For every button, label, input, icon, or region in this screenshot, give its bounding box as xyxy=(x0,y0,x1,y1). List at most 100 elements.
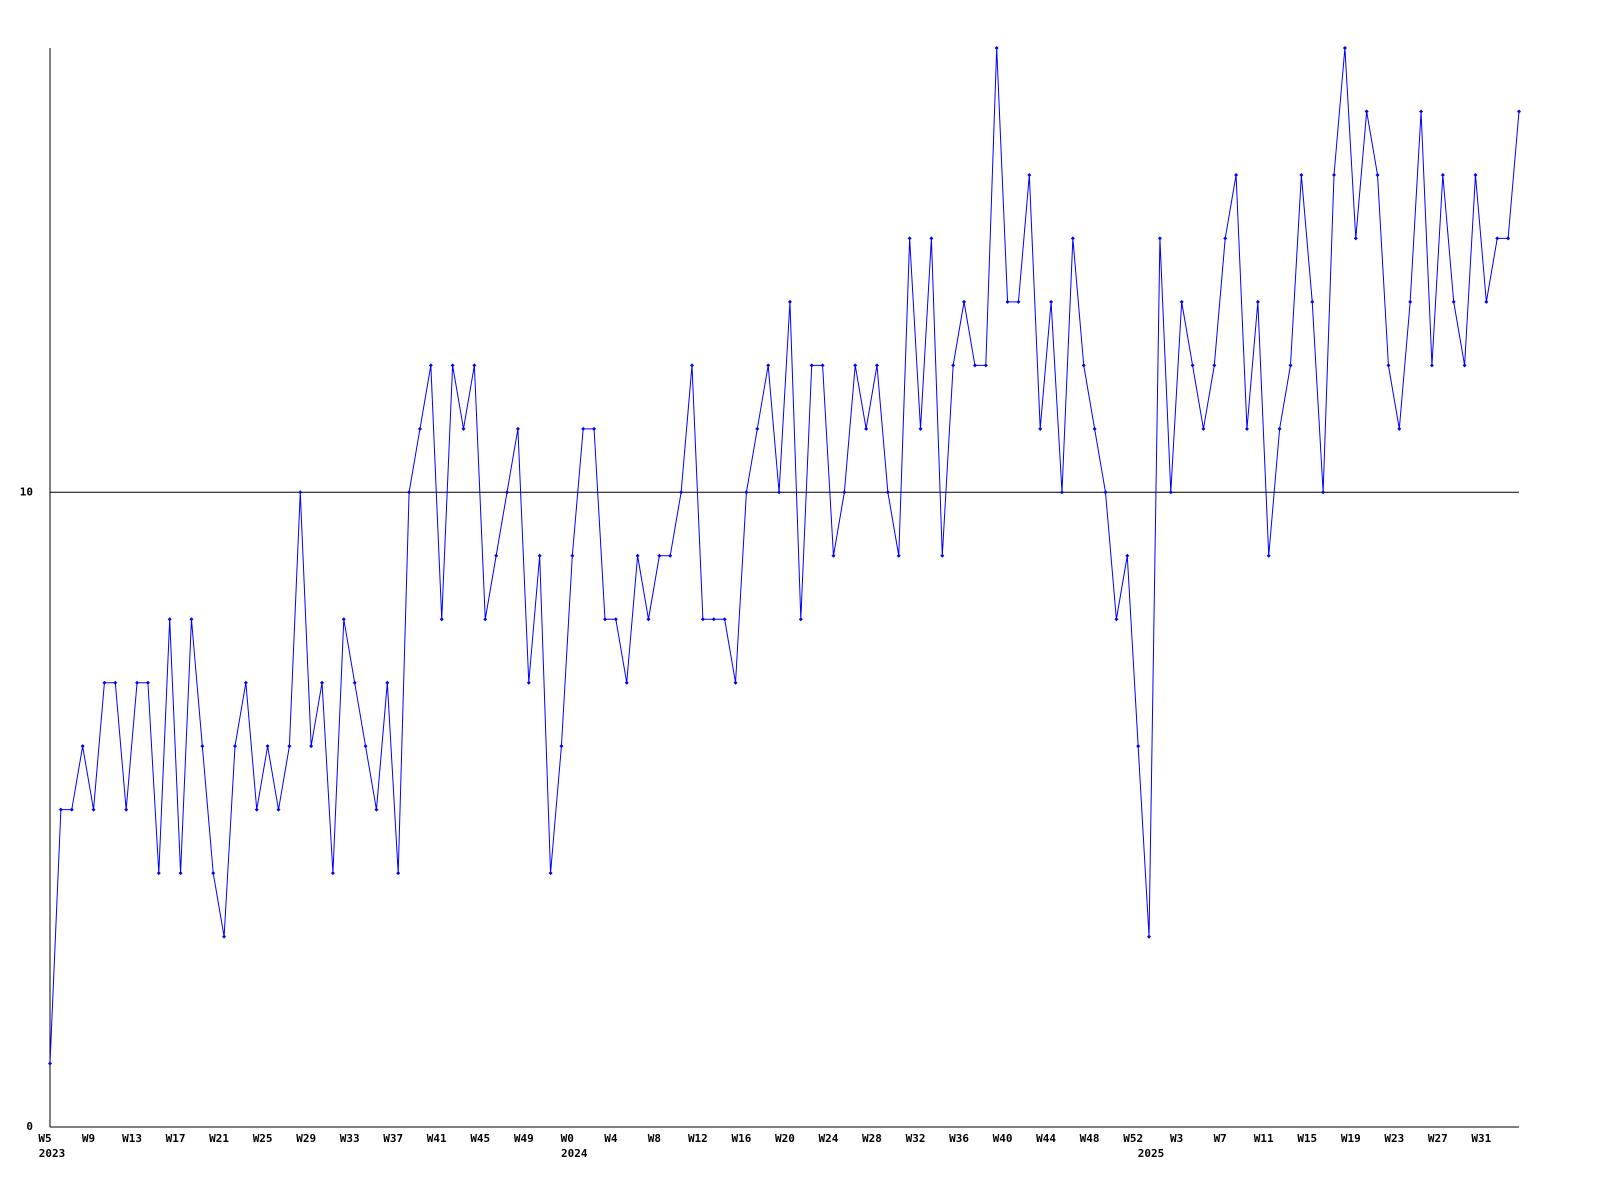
x-tick-label: W20 xyxy=(775,1132,795,1145)
x-tick-label: W4 xyxy=(604,1132,618,1145)
data-point xyxy=(1092,426,1097,431)
data-point xyxy=(994,46,999,50)
data-point xyxy=(1157,236,1162,241)
data-point xyxy=(1266,553,1271,558)
data-point xyxy=(711,617,716,622)
x-tick-label: W33 xyxy=(340,1132,360,1145)
x-year-label: 2023 xyxy=(39,1147,66,1160)
data-point xyxy=(983,363,988,368)
data-point xyxy=(679,490,684,495)
data-point xyxy=(690,363,695,368)
x-tick-label: W49 xyxy=(514,1132,534,1145)
data-point xyxy=(363,744,368,749)
data-point xyxy=(777,490,782,495)
data-point xyxy=(1419,109,1424,114)
data-point xyxy=(853,363,858,368)
data-point xyxy=(461,426,466,431)
data-point xyxy=(896,553,901,558)
data-point xyxy=(124,807,129,812)
x-tick-label: W28 xyxy=(862,1132,882,1145)
x-year-label: 2024 xyxy=(561,1147,588,1160)
data-point xyxy=(167,617,172,622)
data-point xyxy=(918,426,923,431)
x-tick-label: W7 xyxy=(1214,1132,1227,1145)
data-point xyxy=(766,363,771,368)
data-point xyxy=(113,680,118,685)
data-point xyxy=(809,363,814,368)
data-point xyxy=(1517,109,1521,114)
data-point xyxy=(1081,363,1086,368)
data-point xyxy=(1005,299,1010,304)
x-tick-label: W41 xyxy=(427,1132,447,1145)
data-point xyxy=(1016,299,1021,304)
x-tick-label: W12 xyxy=(688,1132,708,1145)
x-tick-label: W9 xyxy=(82,1132,95,1145)
data-point xyxy=(1038,426,1043,431)
data-point xyxy=(232,744,237,749)
data-point xyxy=(135,680,140,685)
x-tick-label: W0 xyxy=(561,1132,574,1145)
data-point xyxy=(1310,299,1315,304)
data-point xyxy=(1212,363,1217,368)
data-point xyxy=(396,871,401,876)
data-point xyxy=(559,744,564,749)
y-tick-label: 0 xyxy=(26,1120,33,1133)
data-point xyxy=(352,680,357,685)
data-point xyxy=(874,363,879,368)
x-tick-label: W21 xyxy=(209,1132,229,1145)
data-point xyxy=(515,426,520,431)
data-point xyxy=(537,553,542,558)
data-point xyxy=(222,934,227,939)
data-point xyxy=(1125,553,1130,558)
x-tick-label: W13 xyxy=(122,1132,142,1145)
data-point xyxy=(962,299,967,304)
x-tick-label: W31 xyxy=(1471,1132,1491,1145)
data-point xyxy=(1027,172,1032,177)
data-point xyxy=(526,680,531,685)
data-point xyxy=(820,363,825,368)
data-point xyxy=(1408,299,1413,304)
data-point xyxy=(1473,172,1478,177)
data-point xyxy=(951,363,956,368)
data-point xyxy=(1364,109,1369,114)
x-tick-label: W40 xyxy=(993,1132,1013,1145)
data-point xyxy=(276,807,281,812)
data-point xyxy=(298,490,303,495)
data-point xyxy=(374,807,379,812)
data-point xyxy=(940,553,945,558)
data-point xyxy=(646,617,651,622)
data-point xyxy=(1299,172,1304,177)
data-point xyxy=(145,680,150,685)
data-point xyxy=(320,680,325,685)
data-point xyxy=(450,363,455,368)
data-point xyxy=(1244,426,1249,431)
data-point xyxy=(1059,490,1064,495)
data-point xyxy=(254,807,259,812)
x-tick-label: W29 xyxy=(296,1132,316,1145)
x-tick-label: W17 xyxy=(166,1132,186,1145)
x-tick-label: W24 xyxy=(819,1132,839,1145)
data-point xyxy=(58,807,63,812)
data-point xyxy=(798,617,803,622)
data-point xyxy=(439,617,444,622)
data-point xyxy=(178,871,183,876)
data-point xyxy=(91,807,96,812)
data-point xyxy=(287,744,292,749)
data-point xyxy=(929,236,934,241)
data-point xyxy=(1397,426,1402,431)
data-point xyxy=(755,426,760,431)
data-point xyxy=(907,236,912,241)
x-tick-label: W8 xyxy=(648,1132,661,1145)
data-point xyxy=(69,807,74,812)
x-tick-label: W23 xyxy=(1384,1132,1404,1145)
data-point xyxy=(1277,426,1282,431)
data-point xyxy=(1179,299,1184,304)
x-tick-label: W52 xyxy=(1123,1132,1143,1145)
data-point xyxy=(102,680,107,685)
data-point xyxy=(483,617,488,622)
data-point xyxy=(1190,363,1195,368)
data-point xyxy=(635,553,640,558)
x-tick-label: W15 xyxy=(1297,1132,1317,1145)
data-point xyxy=(494,553,499,558)
